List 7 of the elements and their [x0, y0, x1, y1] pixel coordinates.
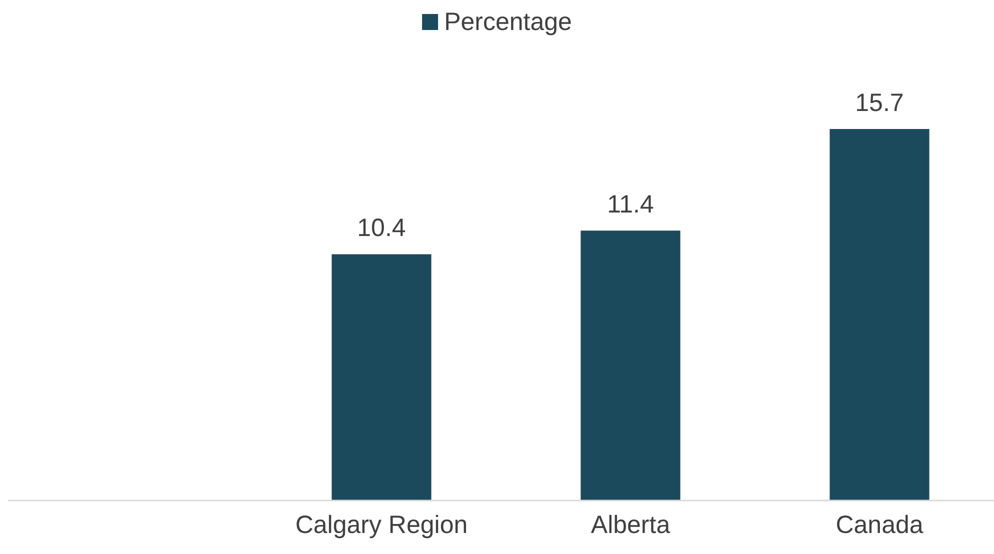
data-label: 10.4 — [357, 214, 406, 242]
x-tick-label: Canada — [836, 511, 924, 539]
data-label: 15.7 — [855, 89, 904, 117]
x-tick-label: Alberta — [590, 511, 670, 539]
data-label: 11.4 — [607, 190, 654, 219]
legend-label: Percentage — [444, 8, 572, 36]
x-tick-label: Calgary Region — [295, 511, 468, 539]
